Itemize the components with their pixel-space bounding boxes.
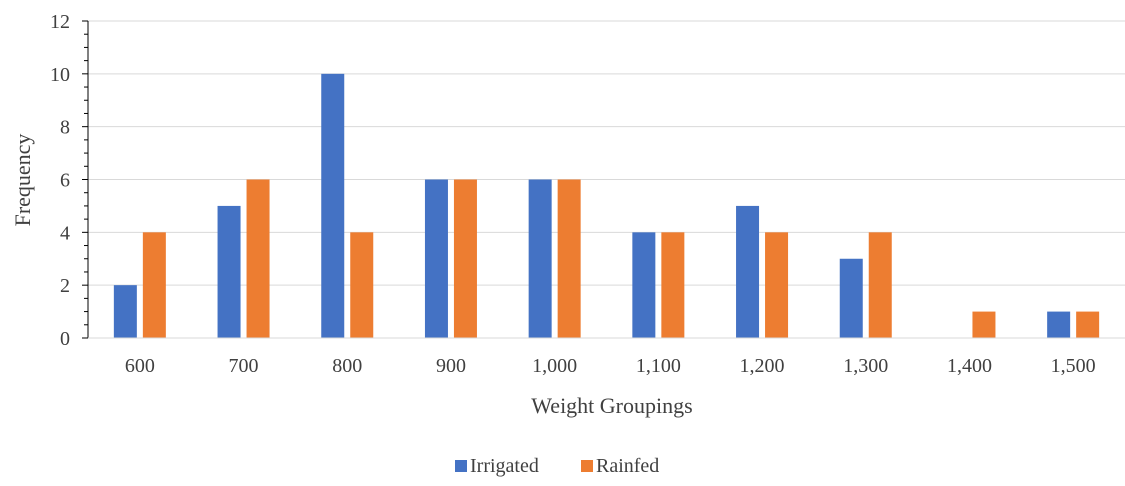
legend-swatch-irrigated: [455, 460, 467, 472]
bar-rainfed-1200: [765, 232, 789, 338]
bar-rainfed-600: [142, 232, 166, 338]
x-tick-label: 1,500: [1051, 355, 1096, 377]
bar-rainfed-800: [350, 232, 374, 338]
y-tick-label: 8: [60, 117, 70, 139]
y-tick-label: 2: [60, 275, 70, 297]
x-tick-label: 800: [332, 355, 362, 377]
bar-irrigated-1500: [1047, 311, 1071, 338]
bar-irrigated-1200: [736, 205, 760, 338]
bar-rainfed-1100: [661, 232, 685, 338]
x-tick-label: 900: [436, 355, 466, 377]
x-tick-label: 1,400: [947, 355, 992, 377]
bar-irrigated-700: [217, 205, 241, 338]
gridlines: [88, 20, 1125, 286]
bar-irrigated-600: [113, 285, 137, 338]
bar-rainfed-900: [453, 179, 477, 338]
x-tick-label: 600: [125, 355, 155, 377]
bar-irrigated-900: [424, 179, 448, 338]
bar-rainfed-1400: [972, 311, 996, 338]
axes: [82, 20, 1125, 339]
bar-rainfed-1000: [557, 179, 581, 338]
bar-irrigated-1300: [839, 258, 863, 338]
bar-rainfed-1300: [868, 232, 892, 338]
bar-rainfed-700: [246, 179, 270, 338]
y-tick-label: 6: [60, 170, 70, 192]
bar-rainfed-1500: [1076, 311, 1100, 338]
legend-label-irrigated: Irrigated: [470, 455, 539, 477]
x-tick-label: 1,000: [532, 355, 577, 377]
legend: Irrigated Rainfed: [455, 455, 659, 477]
x-tick-label: 1,300: [843, 355, 888, 377]
bar-irrigated-800: [321, 73, 345, 338]
bar-irrigated-1100: [632, 232, 656, 338]
legend-label-rainfed: Rainfed: [596, 455, 659, 477]
y-tick-label: 12: [50, 11, 70, 33]
x-tick-label: 1,100: [636, 355, 681, 377]
legend-swatch-rainfed: [581, 460, 593, 472]
y-tick-label: 10: [50, 64, 70, 86]
x-axis-title: Weight Groupings: [531, 393, 692, 418]
y-axis-title: Frequency: [10, 134, 35, 227]
bars: [113, 73, 1100, 338]
bar-irrigated-1000: [528, 179, 552, 338]
tick-labels: 0 2 4 6 8 10 12 600 700 800 900 1,000 1,100 1,200 1,30…: [50, 11, 1096, 377]
y-tick-label: 0: [60, 328, 70, 350]
x-tick-label: 1,200: [740, 355, 785, 377]
x-tick-label: 700: [229, 355, 259, 377]
y-tick-label: 4: [60, 222, 70, 244]
